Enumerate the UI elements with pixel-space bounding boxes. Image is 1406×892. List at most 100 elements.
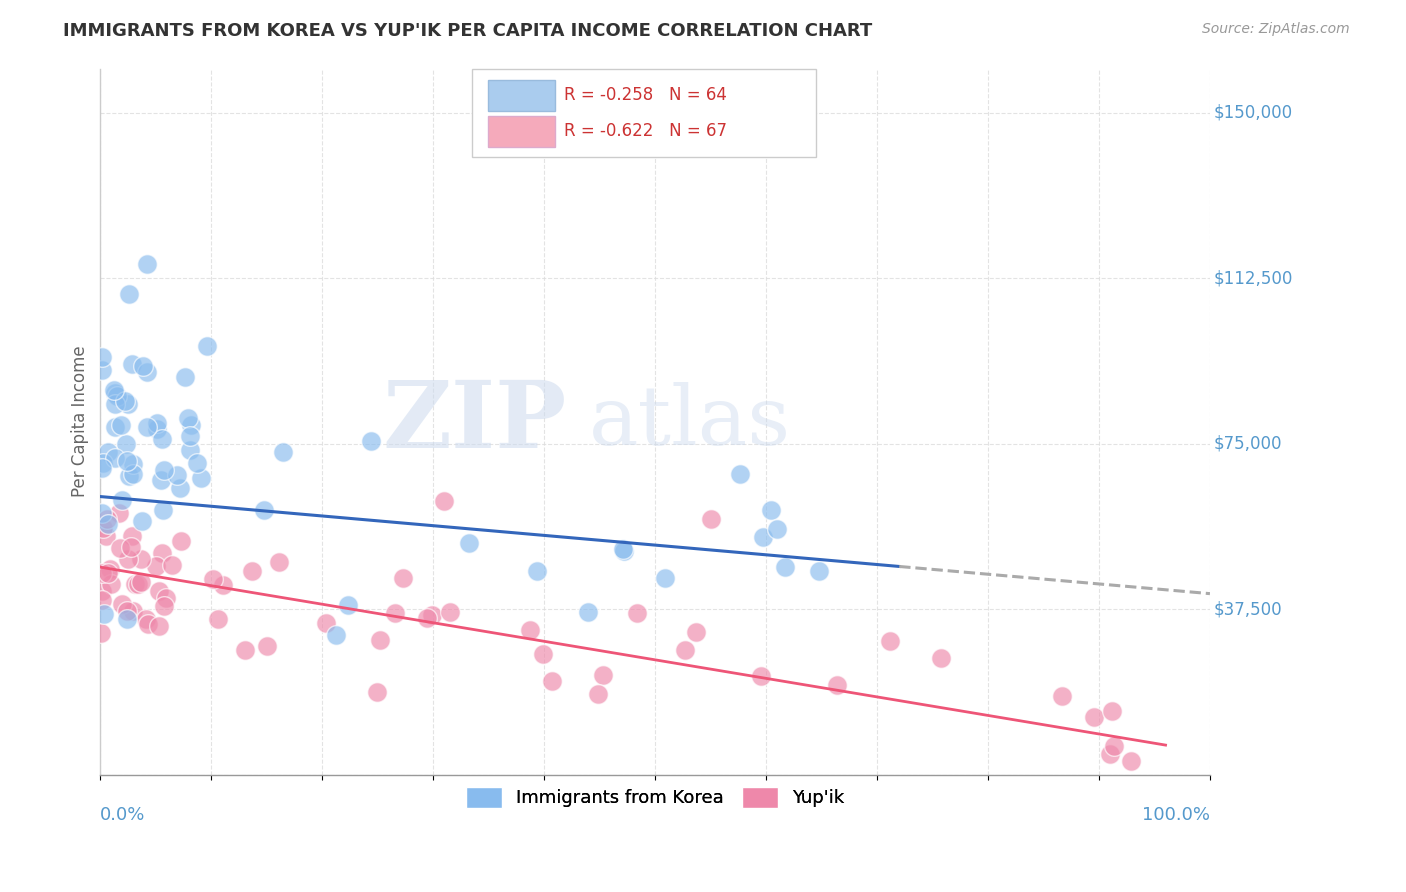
Text: $112,500: $112,500 [1213, 269, 1292, 287]
Point [91, 350, 114, 364]
Point [759, 502, 782, 516]
Y-axis label: Per Capita Income: Per Capita Income [72, 346, 89, 498]
Point [519, 623, 541, 637]
Point [93, 607, 115, 621]
Point [169, 482, 191, 496]
Point [613, 543, 636, 558]
FancyBboxPatch shape [472, 69, 815, 157]
Point [90, 584, 112, 599]
Point [91, 521, 114, 535]
Point [337, 598, 360, 612]
Point [145, 422, 167, 436]
Point [121, 457, 143, 471]
Point [114, 394, 136, 409]
Point [93, 456, 115, 470]
Point [115, 604, 138, 618]
Point [118, 287, 141, 301]
Point [439, 606, 461, 620]
Point [170, 533, 193, 548]
Point [129, 575, 152, 590]
Point [108, 506, 131, 520]
Point [121, 529, 143, 543]
Point [90, 592, 112, 607]
Point [179, 429, 201, 443]
Point [135, 257, 157, 271]
Point [91, 362, 114, 376]
Text: $150,000: $150,000 [1213, 103, 1292, 121]
Point [699, 511, 721, 525]
Point [117, 397, 139, 411]
Point [149, 473, 172, 487]
Point [132, 359, 155, 373]
Point [749, 668, 772, 682]
Point [97, 516, 120, 531]
Point [104, 420, 127, 434]
Point [420, 607, 443, 622]
Point [135, 365, 157, 379]
Point [177, 410, 200, 425]
Point [586, 687, 609, 701]
Point [148, 619, 170, 633]
Point [152, 503, 174, 517]
Point [1102, 739, 1125, 753]
Point [576, 605, 599, 619]
Point [186, 456, 208, 470]
Point [1083, 709, 1105, 723]
Point [117, 612, 139, 626]
Point [90, 626, 112, 640]
FancyBboxPatch shape [488, 116, 555, 147]
Text: R = -0.258   N = 64: R = -0.258 N = 64 [564, 87, 727, 104]
Point [174, 370, 197, 384]
Point [97, 566, 120, 580]
Point [131, 551, 153, 566]
Point [766, 522, 789, 536]
Point [540, 673, 562, 688]
Point [122, 467, 145, 482]
Point [135, 420, 157, 434]
Point [103, 386, 125, 401]
Point [90, 460, 112, 475]
Point [107, 389, 129, 403]
Point [752, 530, 775, 544]
Point [103, 384, 125, 398]
Point [531, 647, 554, 661]
Point [120, 540, 142, 554]
Point [153, 599, 176, 613]
Point [122, 604, 145, 618]
Point [91, 506, 114, 520]
Point [131, 514, 153, 528]
Point [1101, 704, 1123, 718]
Point [366, 685, 388, 699]
Point [391, 571, 413, 585]
Point [626, 606, 648, 620]
Point [269, 555, 291, 569]
Point [179, 442, 201, 457]
Point [96, 512, 118, 526]
Point [136, 616, 159, 631]
Point [202, 572, 225, 586]
Point [117, 552, 139, 566]
Point [135, 612, 157, 626]
Point [416, 611, 439, 625]
Point [879, 633, 901, 648]
Point [654, 571, 676, 585]
Point [118, 469, 141, 483]
Point [114, 436, 136, 450]
Point [1119, 755, 1142, 769]
Point [685, 625, 707, 640]
Point [1098, 747, 1121, 761]
Point [195, 339, 218, 353]
Point [190, 471, 212, 485]
Point [104, 451, 127, 466]
Point [1050, 690, 1073, 704]
Text: 0.0%: 0.0% [100, 806, 146, 824]
Text: IMMIGRANTS FROM KOREA VS YUP'IK PER CAPITA INCOME CORRELATION CHART: IMMIGRANTS FROM KOREA VS YUP'IK PER CAPI… [63, 22, 873, 40]
Point [160, 558, 183, 573]
Point [180, 417, 202, 432]
Point [253, 502, 276, 516]
Point [775, 559, 797, 574]
Text: 100.0%: 100.0% [1142, 806, 1211, 824]
Point [360, 434, 382, 448]
Point [207, 612, 229, 626]
Text: $75,000: $75,000 [1213, 434, 1282, 452]
